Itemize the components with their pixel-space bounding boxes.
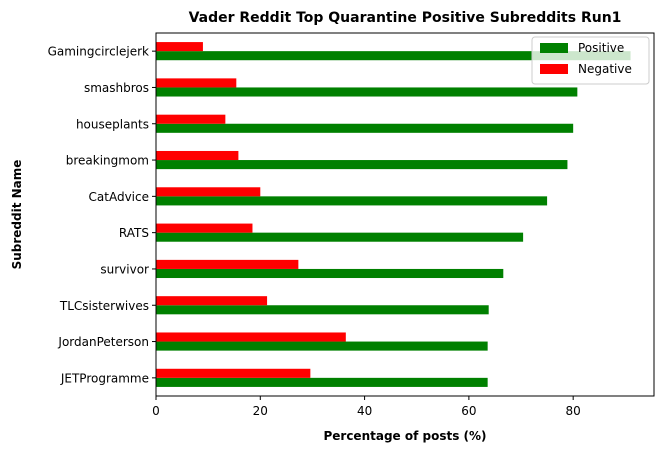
legend-label-negative: Negative xyxy=(578,62,632,76)
bar-positive-rats xyxy=(156,232,524,242)
legend-label-positive: Positive xyxy=(578,41,624,55)
bar-positive-gamingcirclejerk xyxy=(156,51,631,61)
bar-positive-jordanpeterson xyxy=(156,341,488,351)
x-tick-label: 80 xyxy=(566,404,581,418)
bar-negative-jetprogramme xyxy=(156,368,311,378)
bar-positive-tlcsisterwives xyxy=(156,305,489,315)
bar-positive-catadvice xyxy=(156,196,548,206)
bar-negative-jordanpeterson xyxy=(156,332,346,342)
legend-swatch-negative xyxy=(540,64,568,74)
bar-negative-houseplants xyxy=(156,114,226,124)
y-tick-label: Gamingcirclejerk xyxy=(48,45,149,59)
plot-frame xyxy=(155,32,655,397)
legend-swatch-positive xyxy=(540,43,568,53)
bar-positive-jetprogramme xyxy=(156,377,488,387)
y-tick-label: breakingmom xyxy=(66,154,149,168)
bar-negative-tlcsisterwives xyxy=(156,296,268,306)
bar-negative-rats xyxy=(156,223,253,233)
legend: Positive Negative xyxy=(531,36,650,85)
bar-negative-survivor xyxy=(156,259,299,269)
x-tick-label: 0 xyxy=(152,404,160,418)
y-axis-label: Subreddit Name xyxy=(10,160,24,270)
x-tick-label: 20 xyxy=(253,404,268,418)
y-tick-label: survivor xyxy=(100,262,149,276)
bar-positive-survivor xyxy=(156,268,504,279)
bar-negative-breakingmom xyxy=(156,150,239,161)
bar-positive-houseplants xyxy=(156,123,574,133)
bar-negative-gamingcirclejerk xyxy=(156,42,203,52)
chart-title: Vader Reddit Top Quarantine Positive Sub… xyxy=(189,10,622,26)
y-tick-label: smashbros xyxy=(84,81,149,95)
x-axis-label: Percentage of posts (%) xyxy=(323,429,486,443)
y-tick-label: houseplants xyxy=(76,117,149,131)
ticks-layer: Gamingcirclejerk smashbros houseplants brea… xyxy=(48,45,581,418)
bar-negative-smashbros xyxy=(156,78,237,88)
y-tick-label: JETProgramme xyxy=(60,371,149,385)
bar-negative-catadvice xyxy=(156,187,261,197)
bars-layer xyxy=(156,42,631,387)
x-tick-label: 40 xyxy=(357,404,372,418)
y-tick-label: RATS xyxy=(119,226,149,240)
x-tick-label: 60 xyxy=(461,404,476,418)
bar-positive-breakingmom xyxy=(156,160,568,170)
y-tick-label: CatAdvice xyxy=(89,190,149,204)
bar-positive-smashbros xyxy=(156,87,578,97)
y-tick-label: TLCsisterwives xyxy=(59,299,149,313)
y-tick-label: JordanPeterson xyxy=(57,335,149,349)
